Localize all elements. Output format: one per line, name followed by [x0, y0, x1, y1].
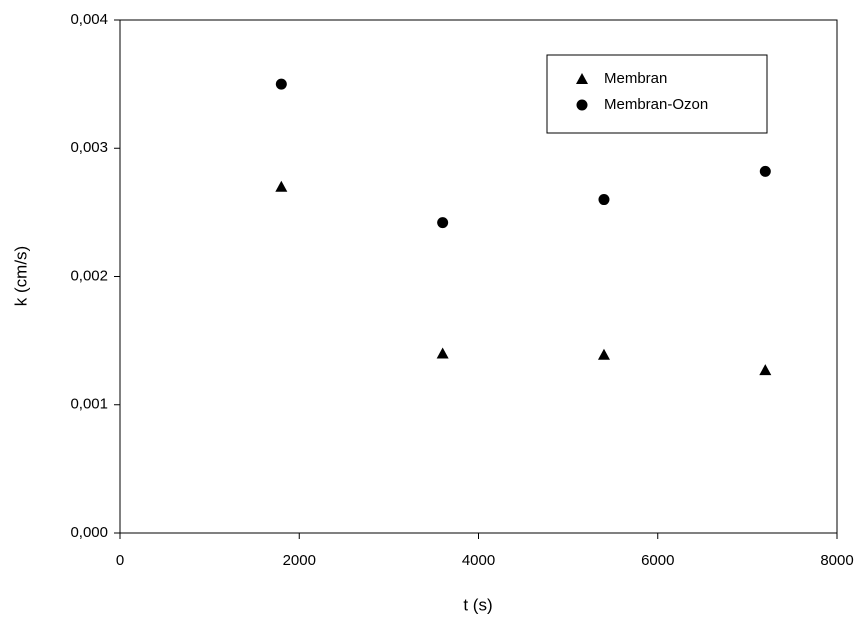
- circle-marker: [437, 217, 448, 228]
- legend-label: Membran: [604, 70, 667, 87]
- y-axis-title: k (cm/s): [11, 246, 30, 306]
- circle-marker: [276, 79, 287, 90]
- triangle-marker: [437, 347, 449, 358]
- x-tick-label: 0: [116, 552, 124, 569]
- y-tick-label: 0,000: [70, 524, 108, 541]
- legend-label: Membran-Ozon: [604, 96, 708, 113]
- x-tick-label: 8000: [820, 552, 853, 569]
- legend-box: [547, 55, 767, 133]
- x-tick-label: 2000: [283, 552, 316, 569]
- triangle-marker: [759, 364, 771, 375]
- y-tick-label: 0,002: [70, 267, 108, 284]
- circle-marker: [577, 100, 588, 111]
- y-tick-label: 0,001: [70, 396, 108, 413]
- x-tick-label: 4000: [462, 552, 495, 569]
- chart: t (s) k (cm/s) 0,000 0,001 0,002 0,003 0,004…: [0, 0, 861, 623]
- y-tick-label: 0,003: [70, 139, 108, 156]
- circle-marker: [598, 194, 609, 205]
- x-tick-label: 6000: [641, 552, 674, 569]
- triangle-marker: [275, 181, 287, 192]
- triangle-marker: [598, 349, 610, 360]
- x-axis-title: t (s): [463, 595, 492, 614]
- circle-marker: [760, 166, 771, 177]
- y-tick-label: 0,004: [70, 11, 108, 28]
